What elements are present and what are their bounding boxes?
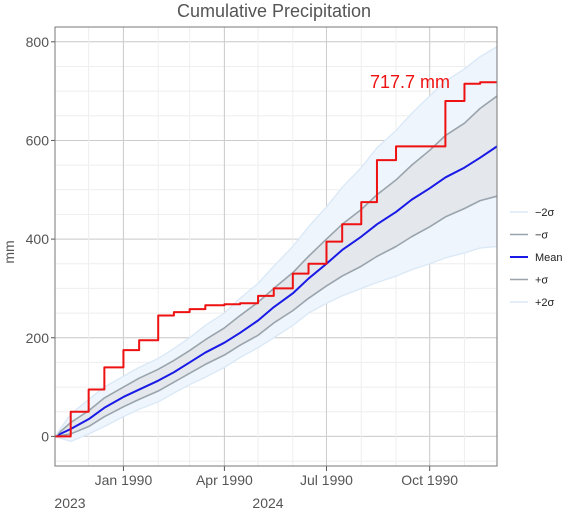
series-line-minus1sigma bbox=[54, 195, 498, 438]
series-lines bbox=[54, 46, 498, 443]
year-label: 2024 bbox=[252, 495, 283, 511]
band-2sigma bbox=[55, 46, 497, 442]
x-tick-label: Jan 1990 bbox=[95, 472, 153, 488]
y-tick-label: 0 bbox=[41, 428, 49, 444]
series-line-mean bbox=[54, 145, 498, 438]
x-tick-label: Apr 1990 bbox=[196, 472, 253, 488]
y-axis-label: mm bbox=[1, 240, 17, 263]
legend: −2σ −σ Mean +σ +2σ bbox=[510, 207, 563, 309]
series-line-minus2sigma bbox=[54, 245, 498, 443]
plot-frame bbox=[54, 26, 498, 467]
legend-label-minus1sigma: −σ bbox=[535, 230, 548, 242]
legend-label-plus2sigma: +2σ bbox=[535, 297, 555, 309]
year-labels: 2023 2024 bbox=[54, 495, 283, 511]
y-tick-label: 200 bbox=[26, 330, 50, 346]
sigma-bands bbox=[55, 46, 497, 442]
series-line-observed bbox=[55, 81, 497, 438]
y-tick-label: 800 bbox=[26, 34, 50, 50]
series-line-plus2sigma bbox=[54, 46, 498, 437]
legend-label-plus1sigma: +σ bbox=[535, 275, 548, 287]
legend-label-minus2sigma: −2σ bbox=[535, 207, 555, 219]
x-tick-label: Oct 1990 bbox=[401, 472, 458, 488]
x-tick-label: Jul 1990 bbox=[300, 472, 353, 488]
legend-label-mean: Mean bbox=[535, 252, 563, 264]
annotation-total: 717.7 mm bbox=[370, 72, 450, 92]
y-tick-label: 400 bbox=[26, 231, 50, 247]
chart-title: Cumulative Precipitation bbox=[177, 1, 371, 21]
axes: 0 200 400 600 800 Jan 1990 Apr 1990 Jul 1990 Oct… bbox=[26, 26, 498, 488]
year-label: 2023 bbox=[54, 495, 85, 511]
y-tick-label: 600 bbox=[26, 132, 50, 148]
